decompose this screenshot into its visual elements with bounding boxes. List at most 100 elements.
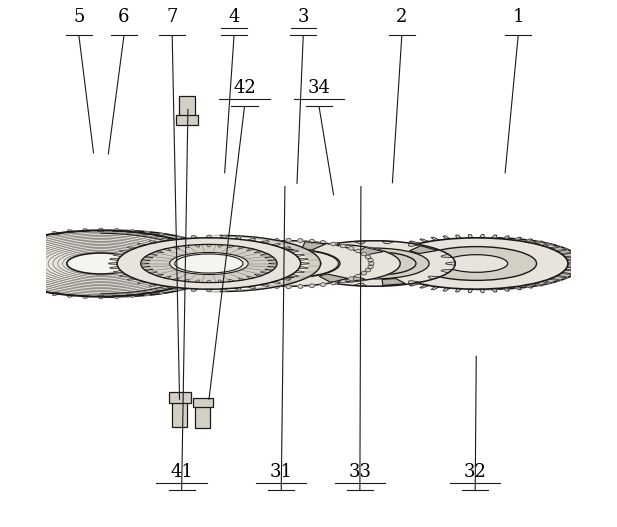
Polygon shape [205, 236, 212, 238]
Polygon shape [200, 253, 210, 256]
Polygon shape [491, 289, 497, 292]
Polygon shape [379, 272, 392, 275]
Polygon shape [0, 253, 2, 256]
Polygon shape [295, 255, 305, 257]
Text: 32: 32 [464, 463, 487, 481]
Ellipse shape [355, 249, 361, 253]
Ellipse shape [252, 240, 257, 244]
Polygon shape [476, 238, 582, 289]
Polygon shape [410, 283, 420, 286]
Polygon shape [114, 270, 123, 272]
Polygon shape [513, 237, 521, 240]
Ellipse shape [217, 274, 222, 278]
Polygon shape [162, 286, 170, 289]
Polygon shape [200, 271, 210, 274]
Polygon shape [83, 295, 89, 298]
Polygon shape [296, 255, 320, 261]
Ellipse shape [362, 271, 366, 275]
Polygon shape [127, 247, 136, 249]
Polygon shape [162, 238, 170, 241]
FancyBboxPatch shape [179, 96, 195, 116]
Ellipse shape [232, 244, 237, 248]
Ellipse shape [332, 252, 416, 275]
Polygon shape [542, 243, 552, 247]
Ellipse shape [239, 250, 338, 277]
Polygon shape [25, 287, 35, 290]
Ellipse shape [204, 265, 209, 269]
Polygon shape [502, 236, 510, 239]
Ellipse shape [384, 238, 568, 289]
Ellipse shape [291, 252, 373, 275]
Polygon shape [209, 264, 236, 270]
Polygon shape [0, 249, 7, 251]
Polygon shape [302, 242, 326, 250]
Ellipse shape [232, 279, 237, 283]
Polygon shape [428, 248, 440, 251]
Text: 3: 3 [297, 8, 309, 26]
Polygon shape [408, 281, 420, 284]
Polygon shape [101, 230, 224, 297]
Polygon shape [354, 241, 366, 244]
Ellipse shape [256, 255, 321, 272]
Polygon shape [400, 280, 411, 284]
Polygon shape [183, 279, 189, 281]
Polygon shape [265, 256, 274, 258]
Polygon shape [523, 285, 532, 288]
Polygon shape [164, 276, 171, 279]
Text: 2: 2 [396, 8, 407, 26]
Polygon shape [141, 263, 149, 264]
Polygon shape [567, 266, 579, 268]
Polygon shape [268, 266, 276, 268]
Polygon shape [204, 267, 213, 269]
Ellipse shape [207, 241, 370, 286]
Polygon shape [549, 246, 561, 249]
Polygon shape [268, 259, 276, 261]
Polygon shape [300, 262, 309, 265]
Polygon shape [238, 247, 245, 249]
Ellipse shape [252, 283, 257, 287]
Polygon shape [110, 259, 119, 260]
Polygon shape [207, 245, 211, 247]
Polygon shape [392, 246, 404, 249]
Polygon shape [155, 251, 164, 253]
Ellipse shape [331, 281, 336, 285]
Polygon shape [83, 229, 89, 232]
Ellipse shape [175, 254, 243, 273]
Polygon shape [271, 243, 281, 246]
Text: 31: 31 [270, 463, 292, 481]
Ellipse shape [264, 245, 400, 282]
Polygon shape [374, 266, 386, 268]
Polygon shape [513, 287, 521, 290]
Polygon shape [209, 236, 320, 291]
Polygon shape [260, 284, 269, 286]
Polygon shape [176, 288, 184, 290]
Polygon shape [14, 284, 24, 287]
Ellipse shape [217, 249, 222, 253]
Ellipse shape [355, 274, 361, 278]
Polygon shape [149, 253, 157, 255]
Polygon shape [295, 270, 305, 272]
Text: 33: 33 [349, 463, 371, 481]
Polygon shape [431, 287, 439, 290]
Polygon shape [408, 243, 420, 246]
Polygon shape [254, 274, 263, 276]
Polygon shape [234, 237, 241, 239]
Ellipse shape [241, 281, 246, 285]
Polygon shape [97, 296, 104, 298]
Ellipse shape [263, 239, 268, 243]
Polygon shape [271, 281, 281, 284]
Polygon shape [319, 274, 348, 282]
Polygon shape [379, 252, 392, 255]
Polygon shape [281, 247, 291, 249]
Polygon shape [114, 255, 123, 257]
Polygon shape [328, 281, 339, 284]
Polygon shape [281, 278, 291, 280]
Polygon shape [154, 290, 164, 293]
Polygon shape [119, 275, 129, 277]
Ellipse shape [237, 249, 340, 278]
Polygon shape [392, 278, 404, 281]
FancyBboxPatch shape [168, 393, 191, 403]
Polygon shape [205, 289, 212, 291]
Polygon shape [260, 253, 269, 255]
FancyBboxPatch shape [176, 114, 198, 125]
